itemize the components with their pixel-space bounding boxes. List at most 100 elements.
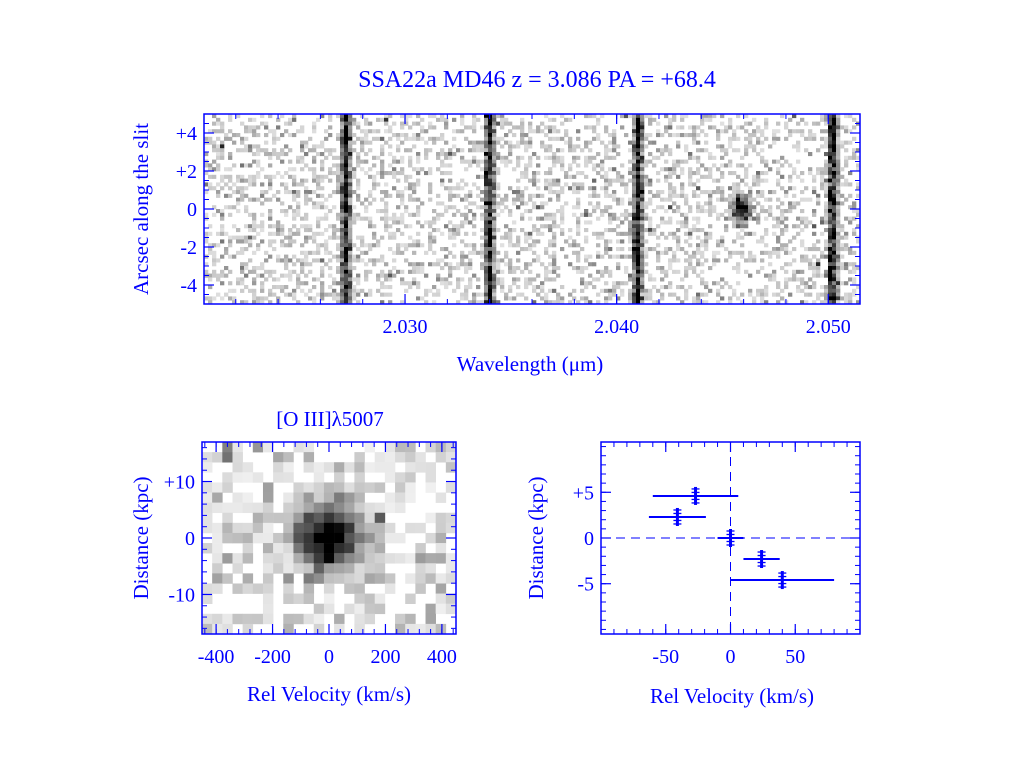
spectrum-pixel	[424, 155, 429, 160]
spectrum-pixel	[584, 212, 589, 217]
spectrum-pixel	[536, 186, 541, 191]
spectrum-pixel	[624, 231, 629, 236]
spectrum-pixel	[276, 254, 281, 259]
spectrum-pixel	[312, 300, 317, 305]
spectrum-pixel	[252, 125, 257, 130]
spectrum-pixel	[648, 277, 653, 282]
oiii-pixel	[435, 623, 447, 635]
spectrum-pixel	[356, 178, 361, 183]
spectrum-pixel	[336, 266, 341, 271]
spectrum-pixel	[264, 269, 269, 274]
x-tick-label: 400	[427, 646, 457, 668]
spectrum-pixel	[848, 296, 853, 301]
spectrum-pixel	[740, 212, 745, 217]
spectrum-pixel	[632, 281, 637, 286]
spectrum-pixel	[324, 262, 329, 267]
spectrum-pixel	[252, 216, 257, 221]
spectrum-pixel	[344, 155, 349, 160]
spectrum-pixel	[388, 235, 393, 240]
spectrum-pixel	[444, 262, 449, 267]
spectrum-pixel	[716, 300, 721, 305]
spectrum-pixel	[408, 163, 413, 168]
spectrum-pixel	[352, 288, 357, 293]
spectrum-pixel	[408, 159, 413, 164]
spectrum-pixel	[636, 140, 641, 145]
spectrum-pixel	[400, 212, 405, 217]
spectrum-pixel	[604, 193, 609, 198]
spectrum-pixel	[548, 216, 553, 221]
spectrum-pixel	[656, 190, 661, 195]
spectrum-pixel	[544, 178, 549, 183]
spectrum-pixel	[484, 197, 489, 202]
spectrum-pixel	[252, 144, 257, 149]
spectrum-pixel	[404, 148, 409, 153]
spectrum-pixel	[836, 136, 841, 141]
spectrum-pixel	[828, 197, 833, 202]
spectrum-pixel	[396, 220, 401, 225]
spectrum-pixel	[736, 190, 741, 195]
spectrum-pixel	[476, 285, 481, 290]
spectrum-pixel	[824, 193, 829, 198]
spectrum-pixel	[260, 121, 265, 126]
oiii-pixel	[395, 502, 406, 514]
spectrum-pixel	[632, 250, 637, 255]
spectrum-pixel	[356, 212, 361, 217]
spectrum-pixel	[748, 231, 753, 236]
spectrum-pixel	[312, 178, 317, 183]
spectrum-pixel	[516, 144, 521, 149]
spectrum-pixel	[340, 224, 345, 229]
spectrum-pixel	[500, 235, 505, 240]
spectrum-pixel	[312, 174, 317, 179]
spectrum-pixel	[492, 152, 497, 157]
oiii-pixel	[293, 492, 304, 503]
spectrum-pixel	[604, 186, 609, 191]
spectrum-pixel	[596, 277, 601, 282]
spectrum-pixel	[416, 167, 421, 172]
spectrum-pixel	[352, 258, 357, 263]
spectrum-pixel	[656, 254, 661, 259]
spectrum-pixel	[848, 250, 853, 255]
spectrum-pixel	[828, 182, 833, 187]
spectrum-pixel	[428, 186, 433, 191]
spectrum-pixel	[720, 174, 725, 179]
oiii-pixel	[293, 502, 304, 514]
spectrum-pixel	[604, 228, 609, 233]
spectrum-pixel	[812, 174, 817, 179]
spectrum-pixel	[464, 292, 469, 297]
spectrum-pixel	[856, 155, 861, 160]
spectrum-pixel	[468, 258, 473, 263]
spectrum-pixel	[584, 258, 589, 263]
spectrum-pixel	[356, 121, 361, 126]
spectrum-pixel	[364, 250, 369, 255]
spectrum-pixel	[752, 129, 757, 134]
spectrum-pixel	[832, 239, 837, 244]
spectrum-pixel	[480, 174, 485, 179]
oiii-pixel	[435, 492, 447, 503]
spectrum-pixel	[724, 209, 729, 214]
spectrum-pixel	[708, 152, 713, 157]
spectrum-pixel	[808, 171, 813, 176]
spectrum-pixel	[548, 178, 553, 183]
spectrum-pixel	[820, 220, 825, 225]
spectrum-pixel	[748, 205, 753, 210]
spectrum-pixel	[640, 121, 645, 126]
spectrum-pixel	[472, 155, 477, 160]
spectrum-pixel	[296, 228, 301, 233]
spectrum-pixel	[312, 155, 317, 160]
spectrum-pixel	[816, 193, 821, 198]
spectrum-pixel	[496, 201, 501, 206]
spectrum-pixel	[684, 288, 689, 293]
spectrum-pixel	[736, 182, 741, 187]
spectrum-pixel	[380, 235, 385, 240]
spectrum-pixel	[760, 129, 765, 134]
spectrum-pixel	[336, 155, 341, 160]
spectrum-pixel	[640, 209, 645, 214]
spectrum-pixel	[424, 292, 429, 297]
spectrum-pixel	[324, 148, 329, 153]
spectrum-pixel	[328, 235, 333, 240]
spectrum-pixel	[276, 117, 281, 122]
spectrum-pixel	[836, 133, 841, 138]
spectrum-pixel	[232, 182, 237, 187]
spectrum-pixel	[384, 129, 389, 134]
spectrum-pixel	[312, 121, 317, 126]
